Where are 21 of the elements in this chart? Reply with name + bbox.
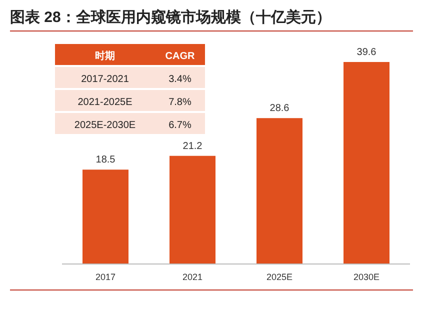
annotation: 2017-2021 [81,74,130,85]
annotation: 3.4% [168,74,192,85]
x-tick-label: 2030E [353,272,380,282]
annotation: 7.8% [168,97,192,108]
x-tick-label: 2025E [266,272,293,282]
data-label: 28.6 [270,103,290,114]
annotation: 2025E-2030E [74,120,136,131]
annotation: 6.7% [168,120,192,131]
bar [344,62,390,264]
annotation: 2021-2025E [78,97,133,108]
data-label: 21.2 [182,140,203,152]
chart-title: 图表 28：全球医用内窥镜市场规模（十亿美元） [10,8,331,26]
annotation: 时期 [95,50,115,62]
x-tick-label: 2021 [182,272,203,282]
x-tick-label: 2017 [95,272,116,282]
bar [256,118,302,264]
bar [82,170,128,264]
data-label: 18.5 [96,154,116,166]
annotation: CAGR [165,51,196,62]
bar [170,156,216,264]
data-label: 39.6 [356,47,377,58]
